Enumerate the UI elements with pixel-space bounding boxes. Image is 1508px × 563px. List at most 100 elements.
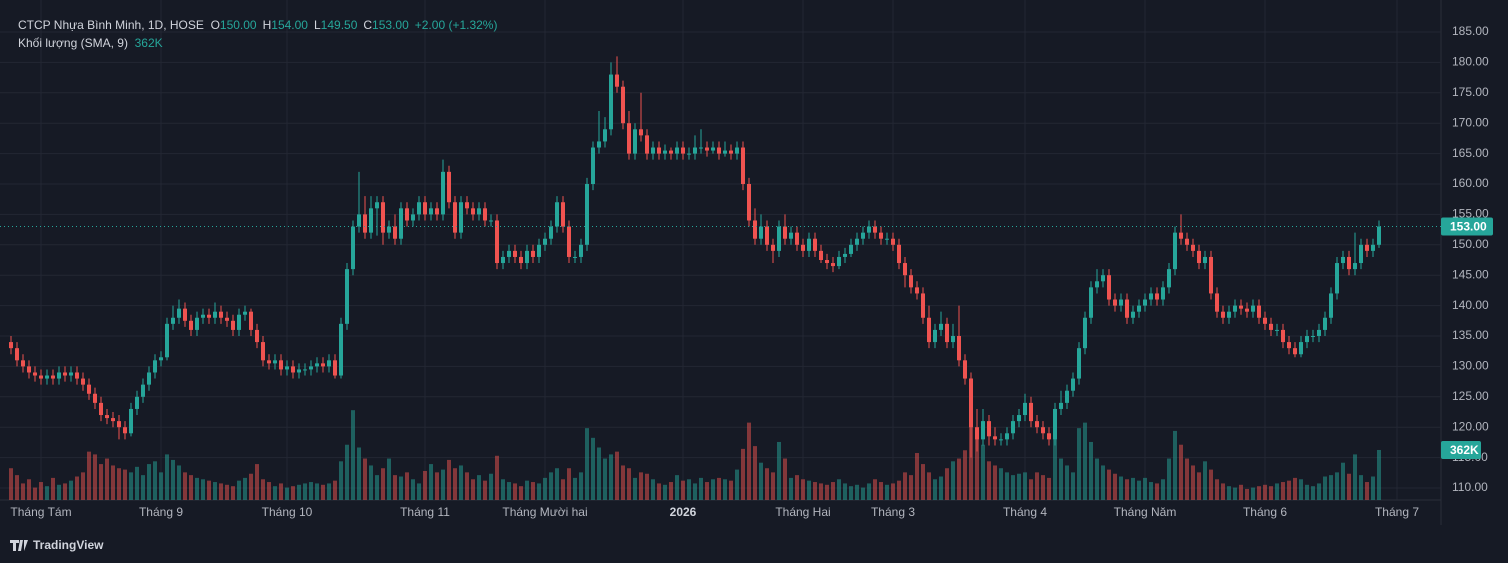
field-value: 154.00: [271, 18, 308, 32]
volume-bar: [339, 461, 343, 500]
volume-bar: [1005, 472, 1009, 500]
candle-body: [813, 238, 817, 251]
volume-bar: [273, 486, 277, 500]
volume-bar: [747, 422, 751, 500]
candle-body: [1185, 238, 1189, 245]
volume-bar: [615, 451, 619, 500]
candle-body: [1143, 299, 1147, 306]
volume-bar: [831, 482, 835, 500]
candle-body: [669, 150, 673, 154]
volume-bar: [63, 483, 67, 500]
x-tick-label: 2026: [670, 505, 697, 519]
candle-body: [897, 244, 901, 264]
candle-body: [1233, 305, 1237, 312]
volume-bar: [645, 473, 649, 500]
candle-body: [519, 256, 523, 264]
y-tick-label: 125.00: [1452, 389, 1489, 403]
volume-bar: [165, 454, 169, 500]
candle-body: [225, 317, 229, 321]
volume-bar: [1041, 475, 1045, 500]
candle-body: [201, 314, 205, 318]
volume-bar: [27, 479, 31, 500]
volume-bar: [1215, 479, 1219, 500]
volume-bar: [1035, 472, 1039, 500]
volume-bar: [1371, 476, 1375, 500]
candle-body: [93, 393, 97, 403]
candle-body: [1125, 299, 1129, 318]
volume-bar: [129, 472, 133, 500]
candle-body: [759, 226, 763, 239]
volume-bar: [651, 479, 655, 500]
candle-body: [525, 250, 529, 264]
y-tick-label: 140.00: [1452, 298, 1489, 312]
candle-body: [441, 171, 445, 215]
candle-body: [531, 250, 535, 257]
volume-bar: [921, 464, 925, 500]
volume-bar: [1173, 430, 1177, 500]
candle-body: [135, 396, 139, 409]
field-key: C: [363, 18, 373, 32]
volume-bar: [363, 458, 367, 500]
candle-body: [993, 436, 997, 440]
volume-bar: [1149, 482, 1153, 500]
volume-bar: [1125, 479, 1129, 500]
volume-bar: [1335, 472, 1339, 500]
candle-body: [717, 147, 721, 154]
volume-pane: [9, 378, 1381, 500]
candle-body: [795, 232, 799, 245]
candle-body: [315, 363, 319, 367]
legend-title: CTCP Nhựa Bình Minh, 1D, HOSE: [18, 18, 204, 32]
volume-bar: [723, 479, 727, 500]
volume-bar: [819, 483, 823, 500]
candle-body: [357, 214, 361, 227]
candle-body: [1371, 244, 1375, 251]
candle-body: [177, 308, 181, 318]
candle-body: [1365, 244, 1369, 251]
y-tick-label: 150.00: [1452, 237, 1489, 251]
volume-bar: [495, 455, 499, 500]
legend-row: Khối lượng (SMA, 9) 362K: [18, 34, 497, 52]
candle-body: [885, 238, 889, 240]
volume-bar: [561, 479, 565, 500]
candle-body: [1113, 299, 1117, 306]
volume-bar: [237, 480, 241, 500]
volume-bar: [99, 464, 103, 500]
candle-body: [39, 375, 43, 379]
candle-body: [411, 214, 415, 221]
candle-body: [369, 208, 373, 233]
volume-bar: [189, 475, 193, 500]
volume-bar: [1203, 461, 1207, 500]
x-tick-label: Tháng Hai: [775, 505, 830, 519]
volume-bar: [411, 479, 415, 500]
candle-body: [81, 378, 85, 385]
candle-body: [1005, 433, 1009, 440]
candle-body: [777, 226, 781, 251]
candle-body: [1293, 348, 1297, 355]
volume-bar: [1293, 477, 1297, 500]
x-tick-label: Tháng 3: [871, 505, 915, 519]
candle-body: [1215, 293, 1219, 312]
candle-body: [477, 208, 481, 215]
candle-body: [465, 202, 469, 209]
y-tick-label: 180.00: [1452, 55, 1489, 69]
volume-bar: [75, 476, 79, 500]
legend-fields: O150.00 H154.00 L149.50 C153.00: [211, 18, 415, 32]
candle-body: [141, 384, 145, 397]
candle-body: [105, 415, 109, 419]
volume-bar: [453, 468, 457, 500]
volume-bar: [1023, 472, 1027, 500]
candle-body: [873, 226, 877, 233]
volume-bar: [681, 480, 685, 500]
y-tick-label: 155.00: [1452, 207, 1489, 221]
volume-bar: [57, 484, 61, 500]
volume-bar: [1071, 472, 1075, 500]
field-key: L: [313, 18, 321, 32]
volume-bar: [1275, 483, 1279, 500]
candle-body: [387, 226, 391, 233]
volume-bar: [855, 484, 859, 500]
volume-bar: [489, 473, 493, 500]
volume-bar: [579, 472, 583, 500]
volume-bar: [1047, 477, 1051, 500]
candle-body: [129, 408, 133, 434]
y-tick-label: 135.00: [1452, 328, 1489, 342]
